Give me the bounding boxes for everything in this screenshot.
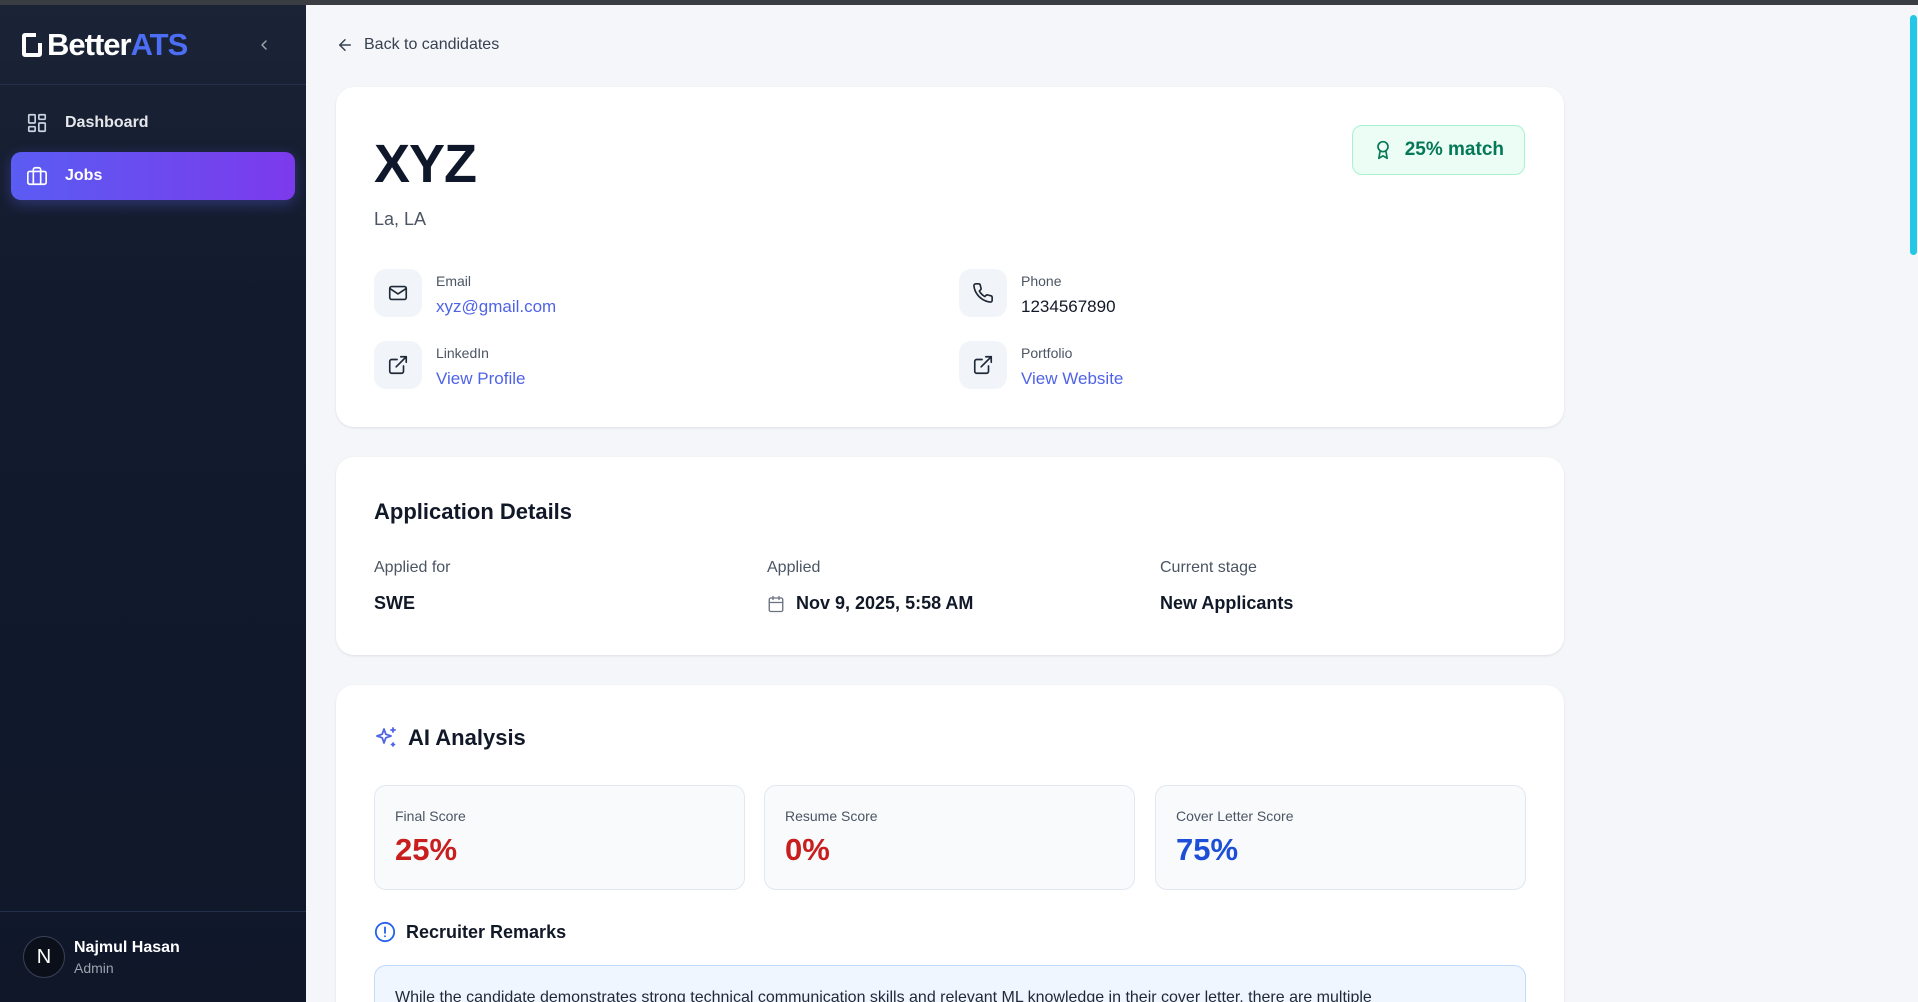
applied-date: Applied Nov 9, 2025, 5:58 AM: [767, 559, 973, 614]
back-to-candidates-link[interactable]: Back to candidates: [336, 35, 499, 55]
info-circle-icon: [374, 921, 396, 943]
stage-label: Current stage: [1160, 559, 1257, 576]
email-link[interactable]: xyz@gmail.com: [436, 297, 557, 316]
portfolio-label: Portfolio: [1021, 345, 1073, 361]
applied-for: Applied for SWE: [374, 559, 451, 614]
candidate-name: XYZ: [374, 134, 477, 194]
applied-value: Nov 9, 2025, 5:58 AM: [796, 593, 974, 613]
applied-value-row: Nov 9, 2025, 5:58 AM: [767, 593, 973, 614]
sidebar-item-label: Jobs: [65, 167, 103, 184]
cover-letter-score-label: Cover Letter Score: [1176, 808, 1294, 824]
applied-for-value: SWE: [374, 593, 416, 613]
application-details-card: Application Details Applied for SWE Appl…: [336, 457, 1564, 655]
phone-icon: [959, 269, 1007, 317]
ai-analysis-title: AI Analysis: [374, 725, 526, 751]
mail-icon: [374, 269, 422, 317]
logo-mark: [22, 32, 42, 57]
chevron-left-icon: [261, 40, 267, 50]
user-info: Najmul Hasan Admin: [74, 939, 180, 976]
applied-for-label: Applied for: [374, 559, 451, 576]
ai-title-text: AI Analysis: [408, 725, 526, 750]
window-top-bar: [0, 0, 1918, 5]
cover-letter-score-value: 75%: [1176, 832, 1239, 867]
user-name: Najmul Hasan: [74, 938, 180, 956]
contact-portfolio: Portfolio View Website: [959, 341, 1123, 389]
resume-score-label: Resume Score: [785, 808, 878, 824]
arrow-left-icon: [336, 35, 356, 55]
current-stage: Current stage New Applicants: [1160, 559, 1293, 614]
back-label: Back to candidates: [364, 36, 500, 53]
recruiter-remarks-text: While the candidate demonstrates strong …: [374, 965, 1526, 1002]
remarks-title-text: Recruiter Remarks: [406, 921, 567, 942]
ai-analysis-card: AI Analysis Final Score 25% Resume Score…: [336, 685, 1564, 1002]
sparkles-icon: [374, 725, 400, 751]
email-label: Email: [436, 273, 472, 289]
sidebar-item-label: Dashboard: [65, 114, 149, 131]
resume-score-value: 0%: [785, 832, 830, 867]
award-icon: [1373, 139, 1395, 161]
candidate-location: La, LA: [374, 209, 427, 229]
brand-part1: Better: [47, 26, 132, 62]
final-score-card: Final Score 25%: [374, 785, 745, 890]
stage-value: New Applicants: [1160, 593, 1294, 613]
sidebar-item-dashboard[interactable]: Dashboard: [11, 99, 295, 147]
briefcase-icon: [25, 164, 49, 188]
portfolio-link[interactable]: View Website: [1021, 369, 1124, 388]
phone-label: Phone: [1021, 273, 1062, 289]
collapse-sidebar-button[interactable]: [252, 33, 276, 57]
recruiter-remarks-title: Recruiter Remarks: [374, 921, 566, 943]
main-content: Back to candidates XYZ La, LA 25% match …: [306, 5, 1918, 1002]
contact-phone: Phone 1234567890: [959, 269, 1116, 317]
final-score-value: 25%: [395, 832, 458, 867]
match-badge: 25% match: [1351, 125, 1525, 175]
sidebar-item-jobs[interactable]: Jobs: [11, 152, 295, 200]
brand-part2: ATS: [130, 26, 189, 62]
section-title: Application Details: [374, 499, 573, 524]
phone-value: 1234567890: [1021, 297, 1116, 316]
linkedin-label: LinkedIn: [436, 345, 489, 361]
page-scrollbar[interactable]: [1908, 5, 1918, 1002]
contact-linkedin: LinkedIn View Profile: [374, 341, 525, 389]
user-role: Admin: [74, 959, 114, 976]
brand-header: BetterATS: [0, 5, 306, 85]
scrollbar-thumb[interactable]: [1910, 15, 1917, 255]
brand-logo[interactable]: BetterATS: [47, 26, 189, 63]
dashboard-icon: [25, 111, 49, 135]
sidebar: BetterATS Dashboard Jobs N Najmul Hasan …: [0, 5, 306, 1002]
cover-letter-score-card: Cover Letter Score 75%: [1155, 785, 1526, 890]
calendar-icon: [767, 594, 787, 614]
external-link-icon: [959, 341, 1007, 389]
avatar: N: [23, 936, 65, 978]
user-profile[interactable]: N Najmul Hasan Admin: [0, 911, 306, 1002]
match-label: 25% match: [1404, 139, 1504, 160]
resume-score-card: Resume Score 0%: [764, 785, 1135, 890]
applied-label: Applied: [767, 559, 821, 576]
contact-email: Email xyz@gmail.com: [374, 269, 556, 317]
linkedin-link[interactable]: View Profile: [436, 369, 526, 388]
external-link-icon: [374, 341, 422, 389]
sidebar-nav: Dashboard Jobs: [0, 85, 306, 219]
candidate-card: XYZ La, LA 25% match Email xyz@gmail.com…: [336, 87, 1564, 427]
final-score-label: Final Score: [395, 808, 466, 824]
